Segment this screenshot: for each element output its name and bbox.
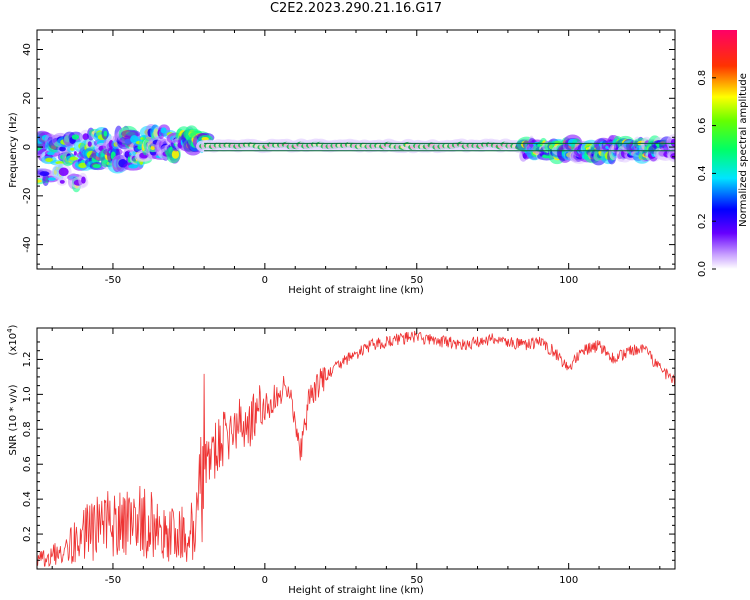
colorbar-tick-label: 0.6 (697, 118, 708, 134)
spectrogram-cell (73, 151, 77, 156)
spectrogram-cell (171, 149, 180, 159)
y-tick-label: 40 (22, 43, 33, 56)
spectrogram-cell (37, 179, 42, 183)
snr-plot-area (37, 330, 675, 567)
snr-series-line (37, 330, 675, 567)
spectrogram-cell (59, 146, 66, 152)
x-tick-label: 100 (559, 575, 578, 586)
spectrogram-cell (69, 156, 78, 161)
x-tick-label: 50 (410, 275, 423, 286)
spectrogram-cell (59, 179, 65, 184)
y-tick-label: 0.4 (22, 491, 33, 507)
spectrogram-cell (78, 162, 87, 169)
colorbar-tick-label: 0.2 (697, 213, 708, 229)
snr-y-multiplier-base: (x10 (8, 333, 19, 356)
x-tick-label: -50 (105, 275, 121, 286)
snr-panel: -50 0 50 100 0.2 0.4 0.6 0.8 1.0 1.2 Height of st… (6, 324, 676, 596)
y-tick-label: 1.2 (22, 351, 33, 367)
spectrogram-cell (667, 149, 675, 163)
y-tick-label: 0.8 (22, 421, 33, 437)
snr-x-axis-label: Height of straight line (km) (288, 585, 424, 596)
spectrogram-cell (58, 167, 69, 177)
x-tick-label: 0 (262, 575, 268, 586)
x-tick-label: -50 (105, 575, 121, 586)
colorbar-tick-label: 0.0 (697, 261, 708, 277)
spectrogram-panel: -50 0 50 100 -40 -20 0 20 40 Height of straight … (8, 29, 676, 296)
colorbar-ticks: 0.0 0.2 0.4 0.6 0.8 (697, 70, 716, 277)
colorbar-tick-label: 0.4 (697, 165, 708, 181)
y-tick-label: -40 (22, 236, 33, 252)
x-tick-label: 0 (262, 275, 268, 286)
y-tick-label: 0.6 (22, 456, 33, 472)
y-tick-label: 1.0 (22, 386, 33, 402)
snr-y-multiplier: (x104) (6, 324, 19, 355)
spectrogram-cell (47, 177, 56, 181)
snr-ticks: -50 0 50 100 0.2 0.4 0.6 0.8 1.0 1.2 (22, 328, 675, 586)
spectrogram-cell (70, 147, 75, 151)
page-title: C2E2.2023.290.21.16.G17 (269, 1, 443, 16)
y-tick-label: -20 (22, 188, 33, 204)
spectrogram-cell (670, 152, 675, 160)
y-tick-label: 0 (22, 144, 33, 150)
spectrogram-y-axis-label: Frequency (Hz) (8, 112, 19, 188)
spectrogram-cell (87, 141, 92, 147)
spectrogram-plot-area (37, 123, 675, 193)
snr-y-multiplier-exponent: 4 (6, 328, 14, 333)
x-tick-label: 50 (410, 575, 423, 586)
spectrogram-cell (81, 176, 86, 184)
y-tick-label: 20 (22, 92, 33, 105)
colorbar: 0.0 0.2 0.4 0.6 0.8 Normalized spectral ampl… (697, 30, 749, 277)
colorbar-gradient (712, 30, 737, 269)
y-tick-label: 0.2 (22, 526, 33, 542)
spectrogram-ticks: -50 0 50 100 -40 -20 0 20 40 (22, 30, 675, 286)
spectrogram-cell (103, 130, 108, 137)
colorbar-label: Normalized spectral amplitude (738, 73, 749, 227)
spectrogram-cell (670, 138, 675, 147)
colorbar-tick-label: 0.8 (697, 70, 708, 86)
spectrogram-cell (45, 157, 54, 163)
x-tick-label: 100 (559, 275, 578, 286)
spectrogram-x-axis-label: Height of straight line (km) (288, 285, 424, 296)
spectrogram-cell (71, 134, 80, 140)
snr-y-axis-label: SNR (10 * v/v) (8, 384, 19, 455)
spectrogram-cell (92, 164, 102, 169)
